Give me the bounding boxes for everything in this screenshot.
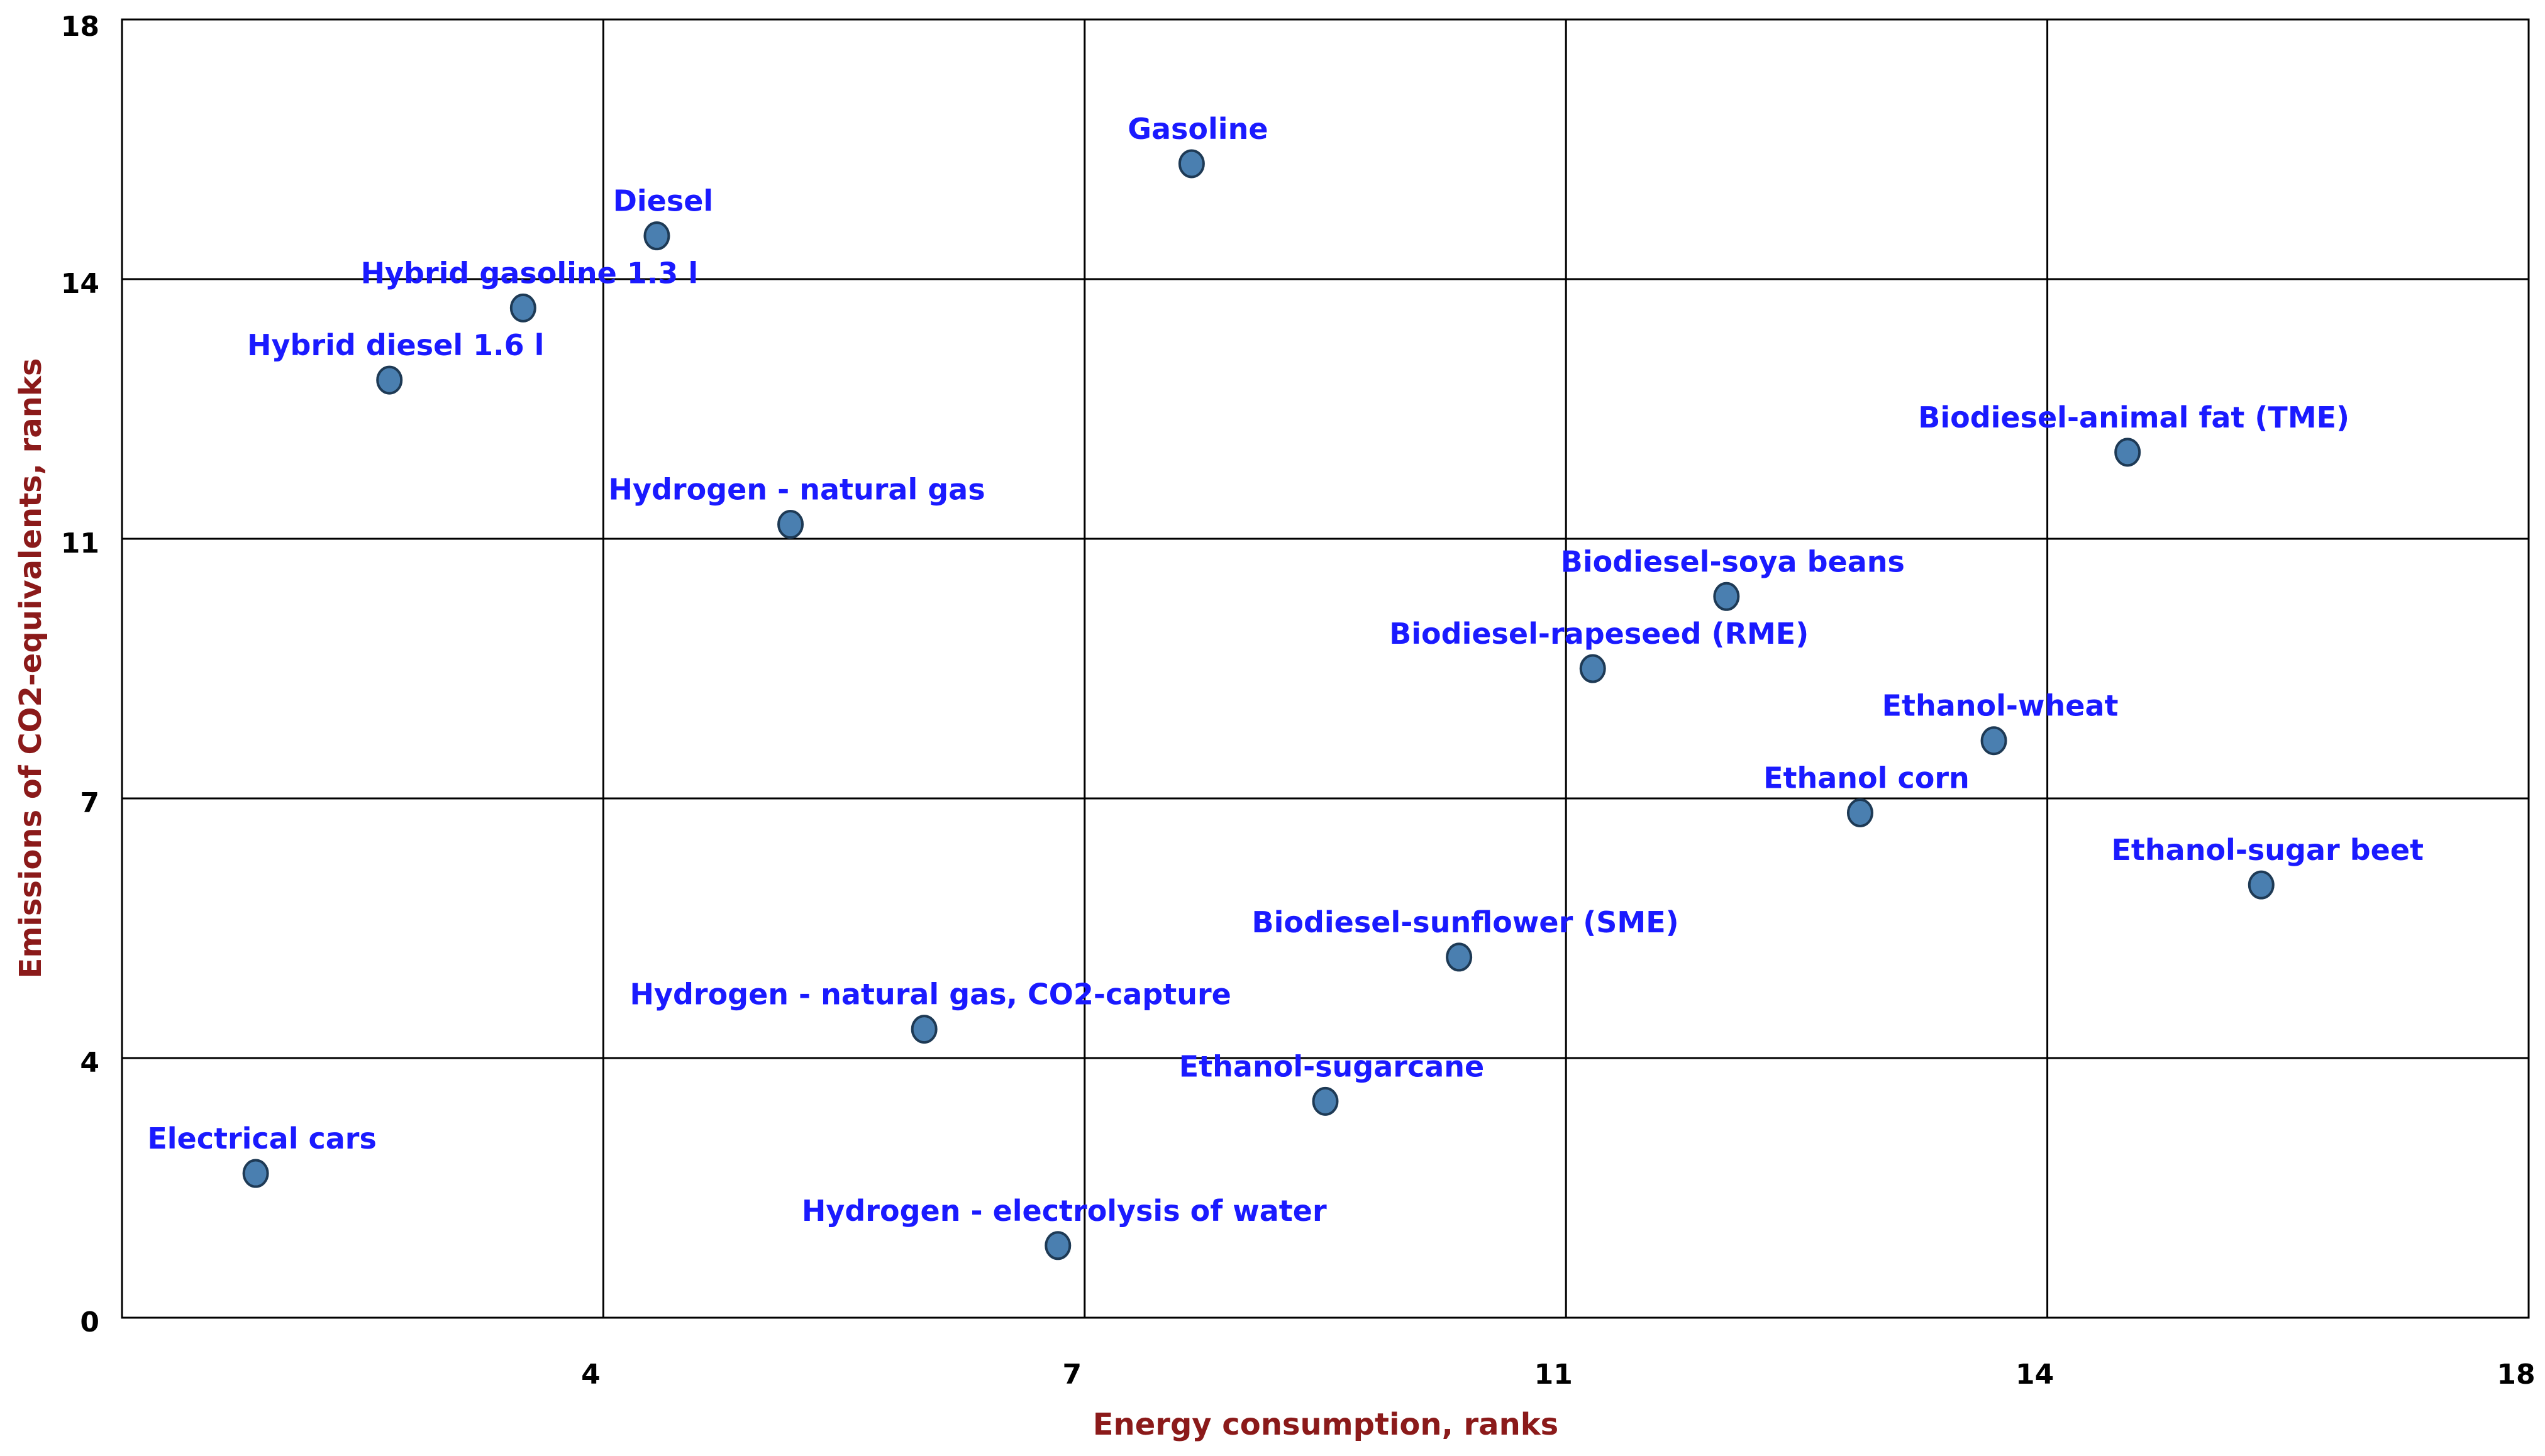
x-tick-label: 7 [1062,1359,1082,1391]
point-label: Biodiesel-animal fat (TME) [1918,400,2349,434]
y-tick-label: 11 [61,527,99,560]
plot-area [121,18,2530,1319]
point-label: Biodiesel-soya beans [1561,544,1905,578]
data-point [643,221,670,251]
point-label: Ethanol-sugar beet [2112,833,2424,867]
data-point [1980,726,2007,756]
point-label: Hydrogen - natural gas [609,473,985,507]
data-point [2248,870,2275,900]
data-point [1178,149,1205,179]
point-label: Diesel [613,184,714,218]
data-point [509,293,536,323]
data-point [1846,798,1873,827]
point-label: Ethanol-wheat [1882,689,2119,723]
y-tick-label: 4 [80,1047,99,1079]
data-point [1579,654,1606,683]
x-tick-label: 18 [2497,1359,2535,1391]
point-label: Ethanol corn [1763,761,1970,795]
y-tick-label: 7 [80,787,99,819]
point-label: Hybrid gasoline 1.3 l [361,256,699,290]
y-tick-label: 0 [80,1306,99,1338]
data-point [777,510,804,539]
y-tick-label: 18 [61,11,99,43]
data-point [2114,438,2141,467]
data-point [911,1015,938,1044]
x-axis-title: Energy consumption, ranks [1093,1407,1558,1442]
point-label: Hybrid diesel 1.6 l [247,328,544,362]
y-axis-title: Emissions of CO2-equivalents, ranks [13,358,48,979]
point-label: Biodiesel-rapeseed (RME) [1389,617,1809,651]
point-label: Electrical cars [147,1122,377,1155]
point-label: Gasoline [1128,112,1268,146]
data-point [1045,1231,1072,1260]
data-point [1312,1086,1339,1116]
x-tick-label: 4 [581,1359,601,1391]
x-tick-label: 11 [1534,1359,1573,1391]
point-label: Hydrogen - electrolysis of water [802,1194,1327,1228]
point-label: Biodiesel-sunflower (SME) [1252,905,1679,939]
point-label: Ethanol-sugarcane [1179,1049,1484,1083]
y-tick-label: 14 [61,268,99,300]
data-point [242,1159,269,1188]
x-tick-label: 14 [2015,1359,2054,1391]
data-point [376,365,403,395]
data-point [1713,582,1740,611]
point-label: Hydrogen - natural gas, CO2-capture [629,978,1231,1012]
data-point [1446,942,1473,972]
